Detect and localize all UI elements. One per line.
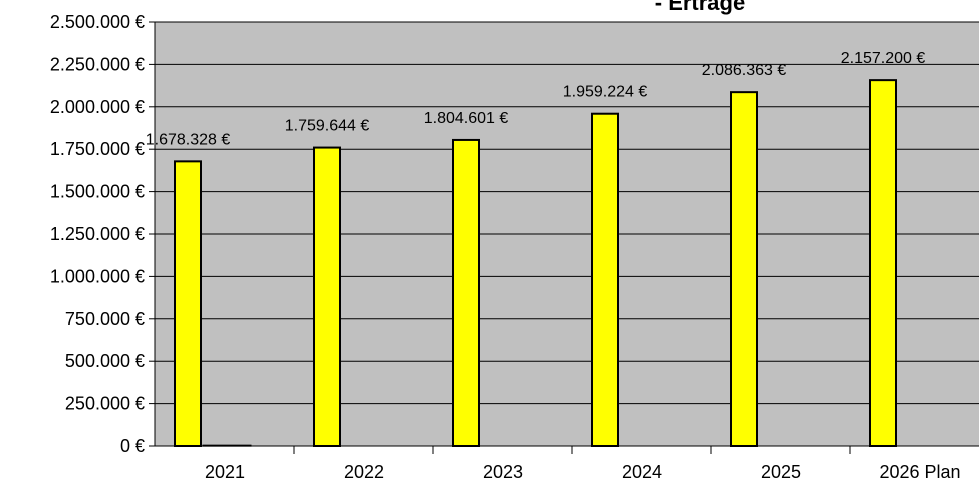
bars xyxy=(174,79,897,448)
x-tick-label: 2023 xyxy=(483,462,523,482)
y-tick-label: 500.000 € xyxy=(65,351,145,371)
y-tick-label: 1.000.000 € xyxy=(50,266,145,286)
y-tick-label: 2.000.000 € xyxy=(50,97,145,117)
y-tick-label: 2.500.000 € xyxy=(50,12,145,32)
data-label: 2.086.363 € xyxy=(702,62,787,79)
data-label: 1.759.644 € xyxy=(285,118,370,135)
chart-title: - Erträge xyxy=(655,0,745,15)
data-label: 1.804.601 € xyxy=(424,110,509,127)
bar-2022 xyxy=(313,146,341,447)
bar-2024 xyxy=(591,112,619,447)
data-label: 1.959.224 € xyxy=(563,84,648,101)
x-tick-label: 2022 xyxy=(344,462,384,482)
y-tick-label: 750.000 € xyxy=(65,309,145,329)
y-tick-label: 1.250.000 € xyxy=(50,224,145,244)
data-label: 1.678.328 € xyxy=(146,131,231,148)
bar-2021 xyxy=(174,160,202,448)
data-label: 2.157.200 € xyxy=(841,50,926,67)
x-tick-labels: 2021 2022 2023 2024 2025 2026 Plan xyxy=(205,462,961,482)
bar-2023 xyxy=(452,138,480,447)
x-tick-label: 2026 Plan xyxy=(879,462,960,482)
y-tick-label: 2.250.000 € xyxy=(50,54,145,74)
bar-2026-plan xyxy=(869,79,897,447)
y-tick-label: 0 € xyxy=(120,436,145,456)
data-labels: 1.678.328 € 1.759.644 € 1.804.601 € 1.959.2… xyxy=(146,50,926,148)
y-tick-labels: 0 € 250.000 € 500.000 € 750.000 € 1.000.000 … xyxy=(50,12,145,456)
bar-2025 xyxy=(730,91,758,447)
y-tick-label: 1.500.000 € xyxy=(50,182,145,202)
x-tick-label: 2025 xyxy=(761,462,801,482)
axes xyxy=(154,22,979,454)
x-tick-label: 2021 xyxy=(205,462,245,482)
gridlines xyxy=(149,21,979,447)
y-tick-label: 1.750.000 € xyxy=(50,139,145,159)
y-tick-label: 250.000 € xyxy=(65,394,145,414)
x-tick-label: 2024 xyxy=(622,462,662,482)
